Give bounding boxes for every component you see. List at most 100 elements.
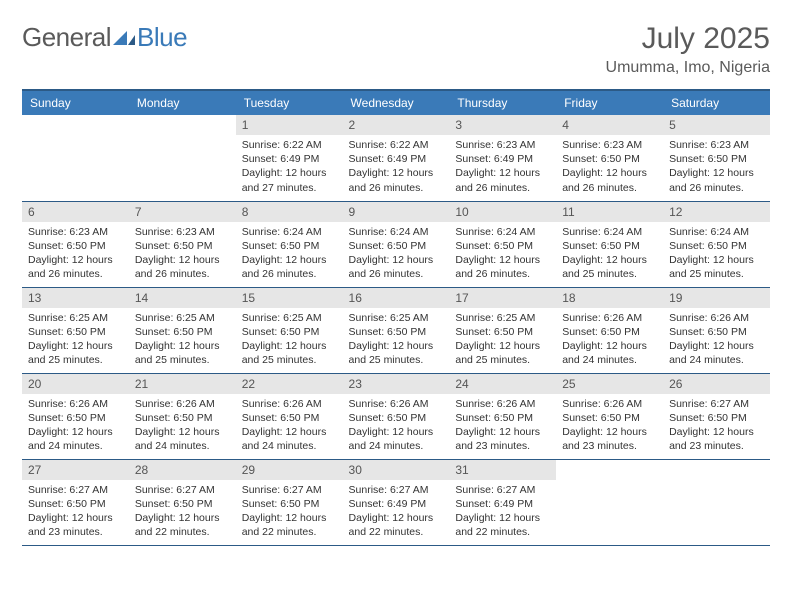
- day-number: 16: [343, 288, 450, 308]
- calendar-table: Sunday Monday Tuesday Wednesday Thursday…: [22, 89, 770, 546]
- calendar-cell: 29Sunrise: 6:27 AMSunset: 6:50 PMDayligh…: [236, 459, 343, 545]
- calendar-row: 6Sunrise: 6:23 AMSunset: 6:50 PMDaylight…: [22, 201, 770, 287]
- day-details: Sunrise: 6:26 AMSunset: 6:50 PMDaylight:…: [449, 394, 556, 458]
- logo-sail-icon: [113, 31, 135, 45]
- day-number: 15: [236, 288, 343, 308]
- day-details: Sunrise: 6:27 AMSunset: 6:50 PMDaylight:…: [22, 480, 129, 544]
- day-details: Sunrise: 6:23 AMSunset: 6:50 PMDaylight:…: [129, 222, 236, 286]
- day-details: Sunrise: 6:22 AMSunset: 6:49 PMDaylight:…: [343, 135, 450, 199]
- calendar-row: 27Sunrise: 6:27 AMSunset: 6:50 PMDayligh…: [22, 459, 770, 545]
- day-details: Sunrise: 6:25 AMSunset: 6:50 PMDaylight:…: [22, 308, 129, 372]
- day-number: 7: [129, 202, 236, 222]
- day-details: Sunrise: 6:23 AMSunset: 6:50 PMDaylight:…: [663, 135, 770, 199]
- day-number: 25: [556, 374, 663, 394]
- calendar-cell: 10Sunrise: 6:24 AMSunset: 6:50 PMDayligh…: [449, 201, 556, 287]
- calendar-cell: 16Sunrise: 6:25 AMSunset: 6:50 PMDayligh…: [343, 287, 450, 373]
- day-number: 26: [663, 374, 770, 394]
- day-number: 29: [236, 460, 343, 480]
- day-details: Sunrise: 6:25 AMSunset: 6:50 PMDaylight:…: [236, 308, 343, 372]
- title-block: July 2025 Umumma, Imo, Nigeria: [606, 22, 770, 77]
- calendar-cell: 5Sunrise: 6:23 AMSunset: 6:50 PMDaylight…: [663, 115, 770, 201]
- calendar-cell: 13Sunrise: 6:25 AMSunset: 6:50 PMDayligh…: [22, 287, 129, 373]
- day-details: Sunrise: 6:27 AMSunset: 6:50 PMDaylight:…: [129, 480, 236, 544]
- weekday-header: Tuesday: [236, 90, 343, 115]
- day-number: 2: [343, 115, 450, 135]
- day-details: Sunrise: 6:26 AMSunset: 6:50 PMDaylight:…: [343, 394, 450, 458]
- day-number: 8: [236, 202, 343, 222]
- calendar-cell: 20Sunrise: 6:26 AMSunset: 6:50 PMDayligh…: [22, 373, 129, 459]
- day-details: Sunrise: 6:25 AMSunset: 6:50 PMDaylight:…: [129, 308, 236, 372]
- day-details: Sunrise: 6:26 AMSunset: 6:50 PMDaylight:…: [556, 394, 663, 458]
- calendar-cell: 18Sunrise: 6:26 AMSunset: 6:50 PMDayligh…: [556, 287, 663, 373]
- calendar-cell: 31Sunrise: 6:27 AMSunset: 6:49 PMDayligh…: [449, 459, 556, 545]
- day-number: 28: [129, 460, 236, 480]
- calendar-row: 1Sunrise: 6:22 AMSunset: 6:49 PMDaylight…: [22, 115, 770, 201]
- month-title: July 2025: [606, 22, 770, 56]
- day-number: 17: [449, 288, 556, 308]
- day-details: Sunrise: 6:24 AMSunset: 6:50 PMDaylight:…: [449, 222, 556, 286]
- calendar-cell: [22, 115, 129, 201]
- day-details: Sunrise: 6:22 AMSunset: 6:49 PMDaylight:…: [236, 135, 343, 199]
- calendar-cell: 14Sunrise: 6:25 AMSunset: 6:50 PMDayligh…: [129, 287, 236, 373]
- day-number: 13: [22, 288, 129, 308]
- day-number: 4: [556, 115, 663, 135]
- calendar-cell: 15Sunrise: 6:25 AMSunset: 6:50 PMDayligh…: [236, 287, 343, 373]
- calendar-body: 1Sunrise: 6:22 AMSunset: 6:49 PMDaylight…: [22, 115, 770, 545]
- weekday-header-row: Sunday Monday Tuesday Wednesday Thursday…: [22, 90, 770, 115]
- day-details: Sunrise: 6:26 AMSunset: 6:50 PMDaylight:…: [236, 394, 343, 458]
- calendar-cell: 3Sunrise: 6:23 AMSunset: 6:49 PMDaylight…: [449, 115, 556, 201]
- calendar-cell: 19Sunrise: 6:26 AMSunset: 6:50 PMDayligh…: [663, 287, 770, 373]
- day-details: Sunrise: 6:26 AMSunset: 6:50 PMDaylight:…: [556, 308, 663, 372]
- day-details: Sunrise: 6:23 AMSunset: 6:50 PMDaylight:…: [22, 222, 129, 286]
- day-number: 1: [236, 115, 343, 135]
- calendar-cell: [556, 459, 663, 545]
- calendar-cell: 6Sunrise: 6:23 AMSunset: 6:50 PMDaylight…: [22, 201, 129, 287]
- day-number: [663, 460, 770, 480]
- weekday-header: Wednesday: [343, 90, 450, 115]
- calendar-cell: 24Sunrise: 6:26 AMSunset: 6:50 PMDayligh…: [449, 373, 556, 459]
- day-number: 11: [556, 202, 663, 222]
- day-number: 24: [449, 374, 556, 394]
- weekday-header: Sunday: [22, 90, 129, 115]
- calendar-cell: 1Sunrise: 6:22 AMSunset: 6:49 PMDaylight…: [236, 115, 343, 201]
- day-details: Sunrise: 6:27 AMSunset: 6:49 PMDaylight:…: [343, 480, 450, 544]
- calendar-cell: [129, 115, 236, 201]
- day-number: 30: [343, 460, 450, 480]
- day-details: Sunrise: 6:23 AMSunset: 6:49 PMDaylight:…: [449, 135, 556, 199]
- calendar-cell: 9Sunrise: 6:24 AMSunset: 6:50 PMDaylight…: [343, 201, 450, 287]
- day-number: 12: [663, 202, 770, 222]
- logo: General Blue: [22, 22, 187, 53]
- calendar-cell: 17Sunrise: 6:25 AMSunset: 6:50 PMDayligh…: [449, 287, 556, 373]
- day-details: Sunrise: 6:24 AMSunset: 6:50 PMDaylight:…: [556, 222, 663, 286]
- calendar-cell: 21Sunrise: 6:26 AMSunset: 6:50 PMDayligh…: [129, 373, 236, 459]
- day-details: Sunrise: 6:27 AMSunset: 6:50 PMDaylight:…: [663, 394, 770, 458]
- calendar-cell: 23Sunrise: 6:26 AMSunset: 6:50 PMDayligh…: [343, 373, 450, 459]
- day-details: Sunrise: 6:25 AMSunset: 6:50 PMDaylight:…: [449, 308, 556, 372]
- day-details: Sunrise: 6:27 AMSunset: 6:49 PMDaylight:…: [449, 480, 556, 544]
- day-number: 19: [663, 288, 770, 308]
- day-number: 9: [343, 202, 450, 222]
- day-number: 23: [343, 374, 450, 394]
- day-number: 14: [129, 288, 236, 308]
- location-subtitle: Umumma, Imo, Nigeria: [606, 59, 770, 77]
- day-details: Sunrise: 6:24 AMSunset: 6:50 PMDaylight:…: [236, 222, 343, 286]
- calendar-cell: 7Sunrise: 6:23 AMSunset: 6:50 PMDaylight…: [129, 201, 236, 287]
- day-number: 5: [663, 115, 770, 135]
- calendar-row: 20Sunrise: 6:26 AMSunset: 6:50 PMDayligh…: [22, 373, 770, 459]
- calendar-cell: 2Sunrise: 6:22 AMSunset: 6:49 PMDaylight…: [343, 115, 450, 201]
- calendar-cell: 8Sunrise: 6:24 AMSunset: 6:50 PMDaylight…: [236, 201, 343, 287]
- day-details: Sunrise: 6:23 AMSunset: 6:50 PMDaylight:…: [556, 135, 663, 199]
- day-number: [556, 460, 663, 480]
- page-header: General Blue July 2025 Umumma, Imo, Nige…: [22, 22, 770, 77]
- day-number: 27: [22, 460, 129, 480]
- calendar-cell: 11Sunrise: 6:24 AMSunset: 6:50 PMDayligh…: [556, 201, 663, 287]
- calendar-row: 13Sunrise: 6:25 AMSunset: 6:50 PMDayligh…: [22, 287, 770, 373]
- day-number: 18: [556, 288, 663, 308]
- weekday-header: Saturday: [663, 90, 770, 115]
- day-number: 10: [449, 202, 556, 222]
- day-number: 31: [449, 460, 556, 480]
- logo-text-left: General: [22, 22, 111, 53]
- day-details: Sunrise: 6:27 AMSunset: 6:50 PMDaylight:…: [236, 480, 343, 544]
- day-details: Sunrise: 6:24 AMSunset: 6:50 PMDaylight:…: [343, 222, 450, 286]
- calendar-cell: 4Sunrise: 6:23 AMSunset: 6:50 PMDaylight…: [556, 115, 663, 201]
